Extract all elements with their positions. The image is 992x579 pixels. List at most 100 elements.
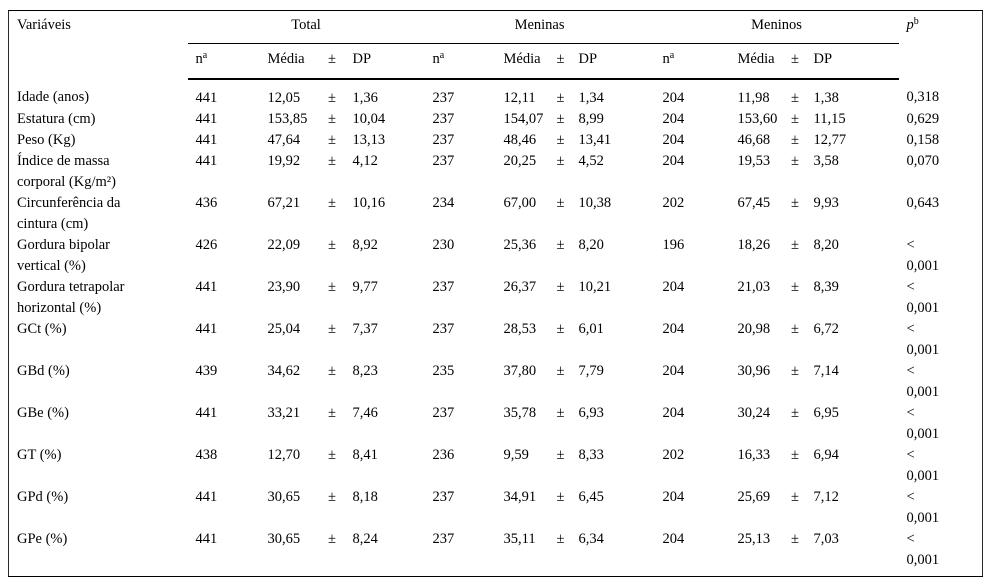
cell-variable: GPe (%)	[8, 529, 188, 577]
p-value: 0,629	[906, 111, 940, 127]
cell-boys-mean: 30,96	[737, 363, 771, 379]
cell-boys-sd: 6,94	[813, 447, 839, 463]
cell-boys-n: 204	[662, 111, 685, 127]
cell-variable: GPd (%)	[17, 489, 69, 505]
cell-total-n: 439	[195, 363, 218, 379]
cell-girls-n: 237	[424, 529, 496, 577]
p-value: < 0,001	[906, 405, 940, 442]
cell-girls-n: 237	[432, 405, 455, 421]
table-row: GBe (%) 441 33,21 ± 7,46 237 35,78 ± 6,9…	[9, 403, 983, 445]
cell-total-sd: 10,16	[352, 195, 386, 211]
cell-p-value: 0,158	[899, 130, 983, 151]
column-header-total-plus-minus: ±	[319, 43, 345, 80]
cell-girls-mean: 34,91	[503, 489, 537, 505]
cell-boys-mean: 67,45	[737, 195, 771, 211]
cell-boys-mean: 30,24	[737, 405, 771, 421]
plus-minus-symbol: ±	[556, 111, 565, 127]
table-row: Peso (Kg) 441 47,64 ± 13,13 237 48,46 ± …	[9, 130, 983, 151]
cell-boys-sd: 8,20	[813, 237, 839, 253]
cell-boys-sd: 7,12	[813, 489, 839, 505]
cell-boys-mean: 46,68	[737, 132, 771, 148]
cell-girls-n: 237	[432, 153, 455, 169]
cell-variable: Gordura tetrapolar horizontal (%)	[17, 279, 125, 316]
cell-total-mean: 23,90	[267, 279, 301, 295]
cell-variable: Estatura (cm)	[17, 111, 96, 127]
p-label: p	[906, 17, 914, 33]
table-row: GBd (%) 439 34,62 ± 8,23 235 37,80 ± 7,7…	[9, 361, 983, 403]
cell-total-mean: 19,92	[267, 153, 301, 169]
column-header-girls-mean: Média	[495, 43, 551, 80]
cell-p-value: < 0,001	[898, 529, 983, 577]
plus-minus-symbol: ±	[328, 195, 336, 211]
column-header-total-n: na	[187, 43, 260, 80]
p-value: < 0,001	[906, 363, 940, 400]
cell-girls-n: 237	[432, 111, 455, 127]
cell-girls-n: 234	[432, 195, 455, 211]
plus-minus-symbol: ±	[784, 529, 806, 577]
plus-minus-symbol: ±	[556, 132, 565, 148]
plus-minus-symbol: ±	[791, 405, 800, 421]
cell-total-mean: 25,04	[267, 321, 301, 337]
table-body: Idade (anos) 441 12,05 ± 1,36 237 12,11 …	[8, 79, 983, 577]
cell-girls-n: 237	[432, 489, 455, 505]
cell-boys-mean: 153,60	[737, 111, 778, 127]
cell-total-mean: 34,62	[267, 363, 301, 379]
cell-total-sd: 9,77	[352, 279, 378, 295]
cell-boys-mean: 19,53	[737, 153, 771, 169]
cell-girls-n: 237	[432, 321, 455, 337]
cell-girls-mean: 12,11	[503, 90, 536, 106]
cell-p-value: < 0,001	[899, 361, 983, 403]
table-header: Variáveis Total Meninas Meninos pb na Mé…	[8, 10, 983, 80]
column-header-girls-plus-minus: ±	[550, 43, 571, 80]
cell-girls-sd: 6,01	[578, 321, 604, 337]
cell-boys-sd: 11,15	[813, 111, 846, 127]
sub-header-row: na Média ± DP na Média ± DP na Média ± D…	[9, 43, 983, 80]
plus-minus-symbol: ±	[791, 111, 800, 127]
plus-minus-symbol: ±	[319, 529, 345, 577]
cell-variable: Idade (anos)	[17, 89, 90, 105]
cell-boys-n: 204	[662, 153, 685, 169]
column-header-p-value: pb	[898, 10, 983, 79]
cell-total-sd: 7,46	[352, 405, 378, 421]
cell-girls-sd: 8,20	[578, 237, 604, 253]
cell-boys-sd: 1,38	[813, 90, 839, 106]
column-header-total-sd: DP	[344, 43, 425, 80]
cell-boys-mean: 16,33	[737, 447, 771, 463]
p-value: < 0,001	[906, 447, 940, 484]
cell-girls-n: 235	[432, 363, 455, 379]
cell-total-mean: 12,70	[267, 447, 301, 463]
cell-total-mean: 30,65	[259, 529, 320, 577]
cell-girls-sd: 4,52	[578, 153, 604, 169]
cell-p-value: 0,070	[899, 151, 983, 193]
cell-girls-n: 237	[432, 279, 455, 295]
cell-girls-mean: 154,07	[503, 111, 544, 127]
cell-boys-n: 204	[654, 529, 730, 577]
plus-minus-symbol: ±	[328, 447, 336, 463]
p-value: 0,158	[906, 132, 940, 148]
cell-variable: GCt (%)	[17, 321, 67, 337]
column-header-total-mean: Média	[259, 43, 320, 80]
p-value: < 0,001	[906, 237, 940, 274]
group-header-row: Variáveis Total Meninas Meninos pb	[8, 10, 983, 79]
cell-p-value: < 0,001	[899, 487, 983, 529]
p-value: < 0,001	[906, 321, 940, 358]
plus-minus-symbol: ±	[791, 279, 800, 295]
plus-minus-symbol: ±	[556, 363, 565, 379]
cell-girls-mean: 48,46	[503, 132, 537, 148]
cell-p-value: < 0,001	[899, 277, 983, 319]
cell-variable: Circunferência da cintura (cm)	[17, 195, 121, 232]
table-row: GPd (%) 441 30,65 ± 8,18 237 34,91 ± 6,4…	[9, 487, 983, 529]
cell-total-sd: 8,41	[352, 447, 378, 463]
cell-p-value: < 0,001	[899, 319, 983, 361]
cell-boys-sd: 3,58	[813, 153, 839, 169]
cell-total-sd: 13,13	[352, 132, 386, 148]
p-value: < 0,001	[906, 489, 940, 526]
cell-total-mean: 33,21	[267, 405, 301, 421]
cell-total-n: 441	[195, 153, 218, 169]
cell-girls-mean: 20,25	[503, 153, 537, 169]
plus-minus-symbol: ±	[791, 489, 800, 505]
column-header-girls-n: na	[424, 43, 496, 80]
cell-total-n: 438	[195, 447, 218, 463]
cell-boys-n: 204	[662, 321, 685, 337]
plus-minus-symbol: ±	[556, 489, 565, 505]
